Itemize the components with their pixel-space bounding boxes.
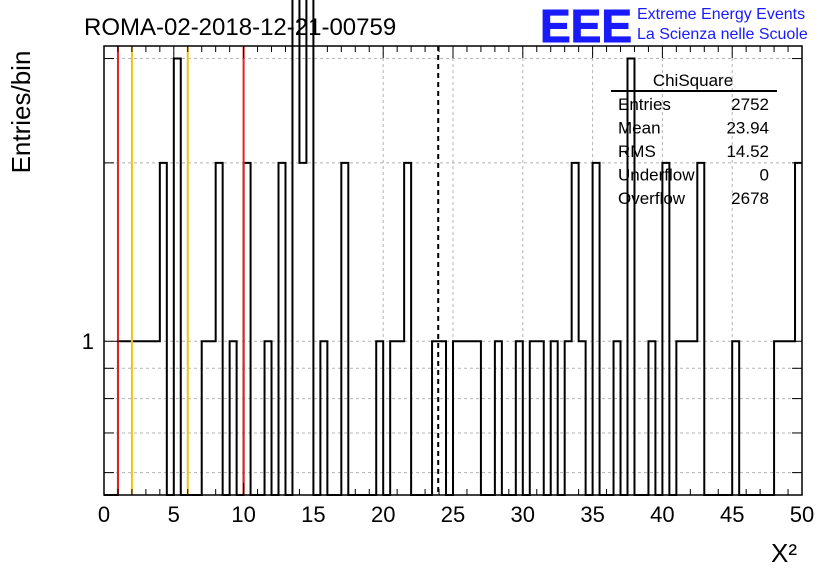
stats-row-label: Mean <box>618 119 661 138</box>
histogram-bin <box>320 341 327 495</box>
histogram-bin <box>467 341 474 495</box>
histogram-bin <box>390 341 397 495</box>
histogram-bin <box>614 341 621 495</box>
y-tick-label: 1 <box>82 329 94 354</box>
histogram-bin <box>230 341 237 495</box>
x-tick-label: 10 <box>231 502 255 527</box>
histogram-bin <box>572 163 579 495</box>
histogram-bin <box>662 163 669 495</box>
eee-logo: EEE Extreme Energy Events La Scienza nel… <box>540 0 808 53</box>
histogram-bin <box>474 341 481 495</box>
x-tick-label: 20 <box>371 502 395 527</box>
histogram-bin <box>683 341 690 495</box>
histogram-bin <box>160 163 167 495</box>
histogram-bin <box>216 163 223 495</box>
stats-row-label: Overflow <box>618 189 686 208</box>
stats-row-value: 2678 <box>731 189 769 208</box>
histogram-bin <box>453 341 460 495</box>
histogram-bin <box>495 341 502 495</box>
x-tick-label: 5 <box>168 502 180 527</box>
stats-row-value: 14.52 <box>726 142 769 161</box>
histogram-bin <box>146 341 153 495</box>
stats-row-label: Entries <box>618 95 671 114</box>
logo-line-2: La Scienza nelle Scuole <box>637 26 808 43</box>
histogram-bin <box>244 163 251 495</box>
histogram-bin <box>174 59 181 495</box>
histogram-bin <box>118 341 125 495</box>
x-tick-label: 25 <box>441 502 465 527</box>
histogram-bin <box>439 341 446 495</box>
run-title: ROMA-02-2018-12-21-00759 <box>84 14 396 41</box>
histogram-bin <box>341 163 348 495</box>
axis-ticks: 0 5 10 15 20 25 30 35 40 45 50 1 <box>82 46 814 527</box>
histogram-bin <box>648 341 655 495</box>
histogram-bin <box>565 341 572 495</box>
histogram-bin <box>265 341 272 495</box>
x-axis-label: X² <box>771 538 797 568</box>
histogram-bin <box>139 341 146 495</box>
x-tick-label: 35 <box>580 502 604 527</box>
histogram-bin <box>376 341 383 495</box>
histogram-bin <box>153 341 160 495</box>
histogram-bin <box>676 341 683 495</box>
histogram-bin <box>299 163 306 495</box>
y-axis-label: Entries/bin <box>6 51 36 174</box>
histogram-bin <box>460 341 467 495</box>
histogram-bin <box>795 163 802 495</box>
histogram-bin <box>279 163 286 495</box>
threshold-lines <box>116 46 440 495</box>
x-tick-label: 40 <box>650 502 674 527</box>
histogram-bin <box>788 341 795 495</box>
histogram-bin <box>292 0 299 495</box>
histogram-bin <box>530 341 537 495</box>
stats-box: ChiSquare Entries 2752 Mean 23.94 RMS 14.52 Un… <box>611 71 777 208</box>
histogram-bin <box>697 163 704 495</box>
x-tick-label: 15 <box>301 502 325 527</box>
histogram-bin <box>551 341 558 495</box>
histogram-bin <box>579 341 586 495</box>
eee-logo-letters: EEE <box>540 0 632 52</box>
histogram-bin <box>774 341 781 495</box>
stats-row-label: Underflow <box>618 166 695 185</box>
histogram-bin <box>132 341 139 495</box>
histogram-bin <box>397 341 404 495</box>
stats-box-title: ChiSquare <box>653 71 733 90</box>
x-tick-label: 50 <box>790 502 814 527</box>
histogram-bin <box>537 341 544 495</box>
histogram-bin <box>306 0 313 495</box>
x-tick-label: 45 <box>720 502 744 527</box>
stats-row-value: 0 <box>760 166 769 185</box>
histogram-bin <box>516 341 523 495</box>
histogram-bin <box>404 163 411 495</box>
histogram-bin <box>781 341 788 495</box>
histogram-bin <box>209 341 216 495</box>
x-tick-label: 0 <box>98 502 110 527</box>
histogram-bin <box>125 341 132 495</box>
histogram-bin <box>732 341 739 495</box>
stats-row-value: 23.94 <box>726 119 769 138</box>
x-tick-label: 30 <box>511 502 535 527</box>
stats-row-value: 2752 <box>731 95 769 114</box>
stats-row-label: RMS <box>618 142 656 161</box>
logo-line-1: Extreme Energy Events <box>637 6 805 23</box>
histogram-bin <box>690 341 697 495</box>
histogram-bin <box>202 341 209 495</box>
histogram-bin <box>593 163 600 495</box>
